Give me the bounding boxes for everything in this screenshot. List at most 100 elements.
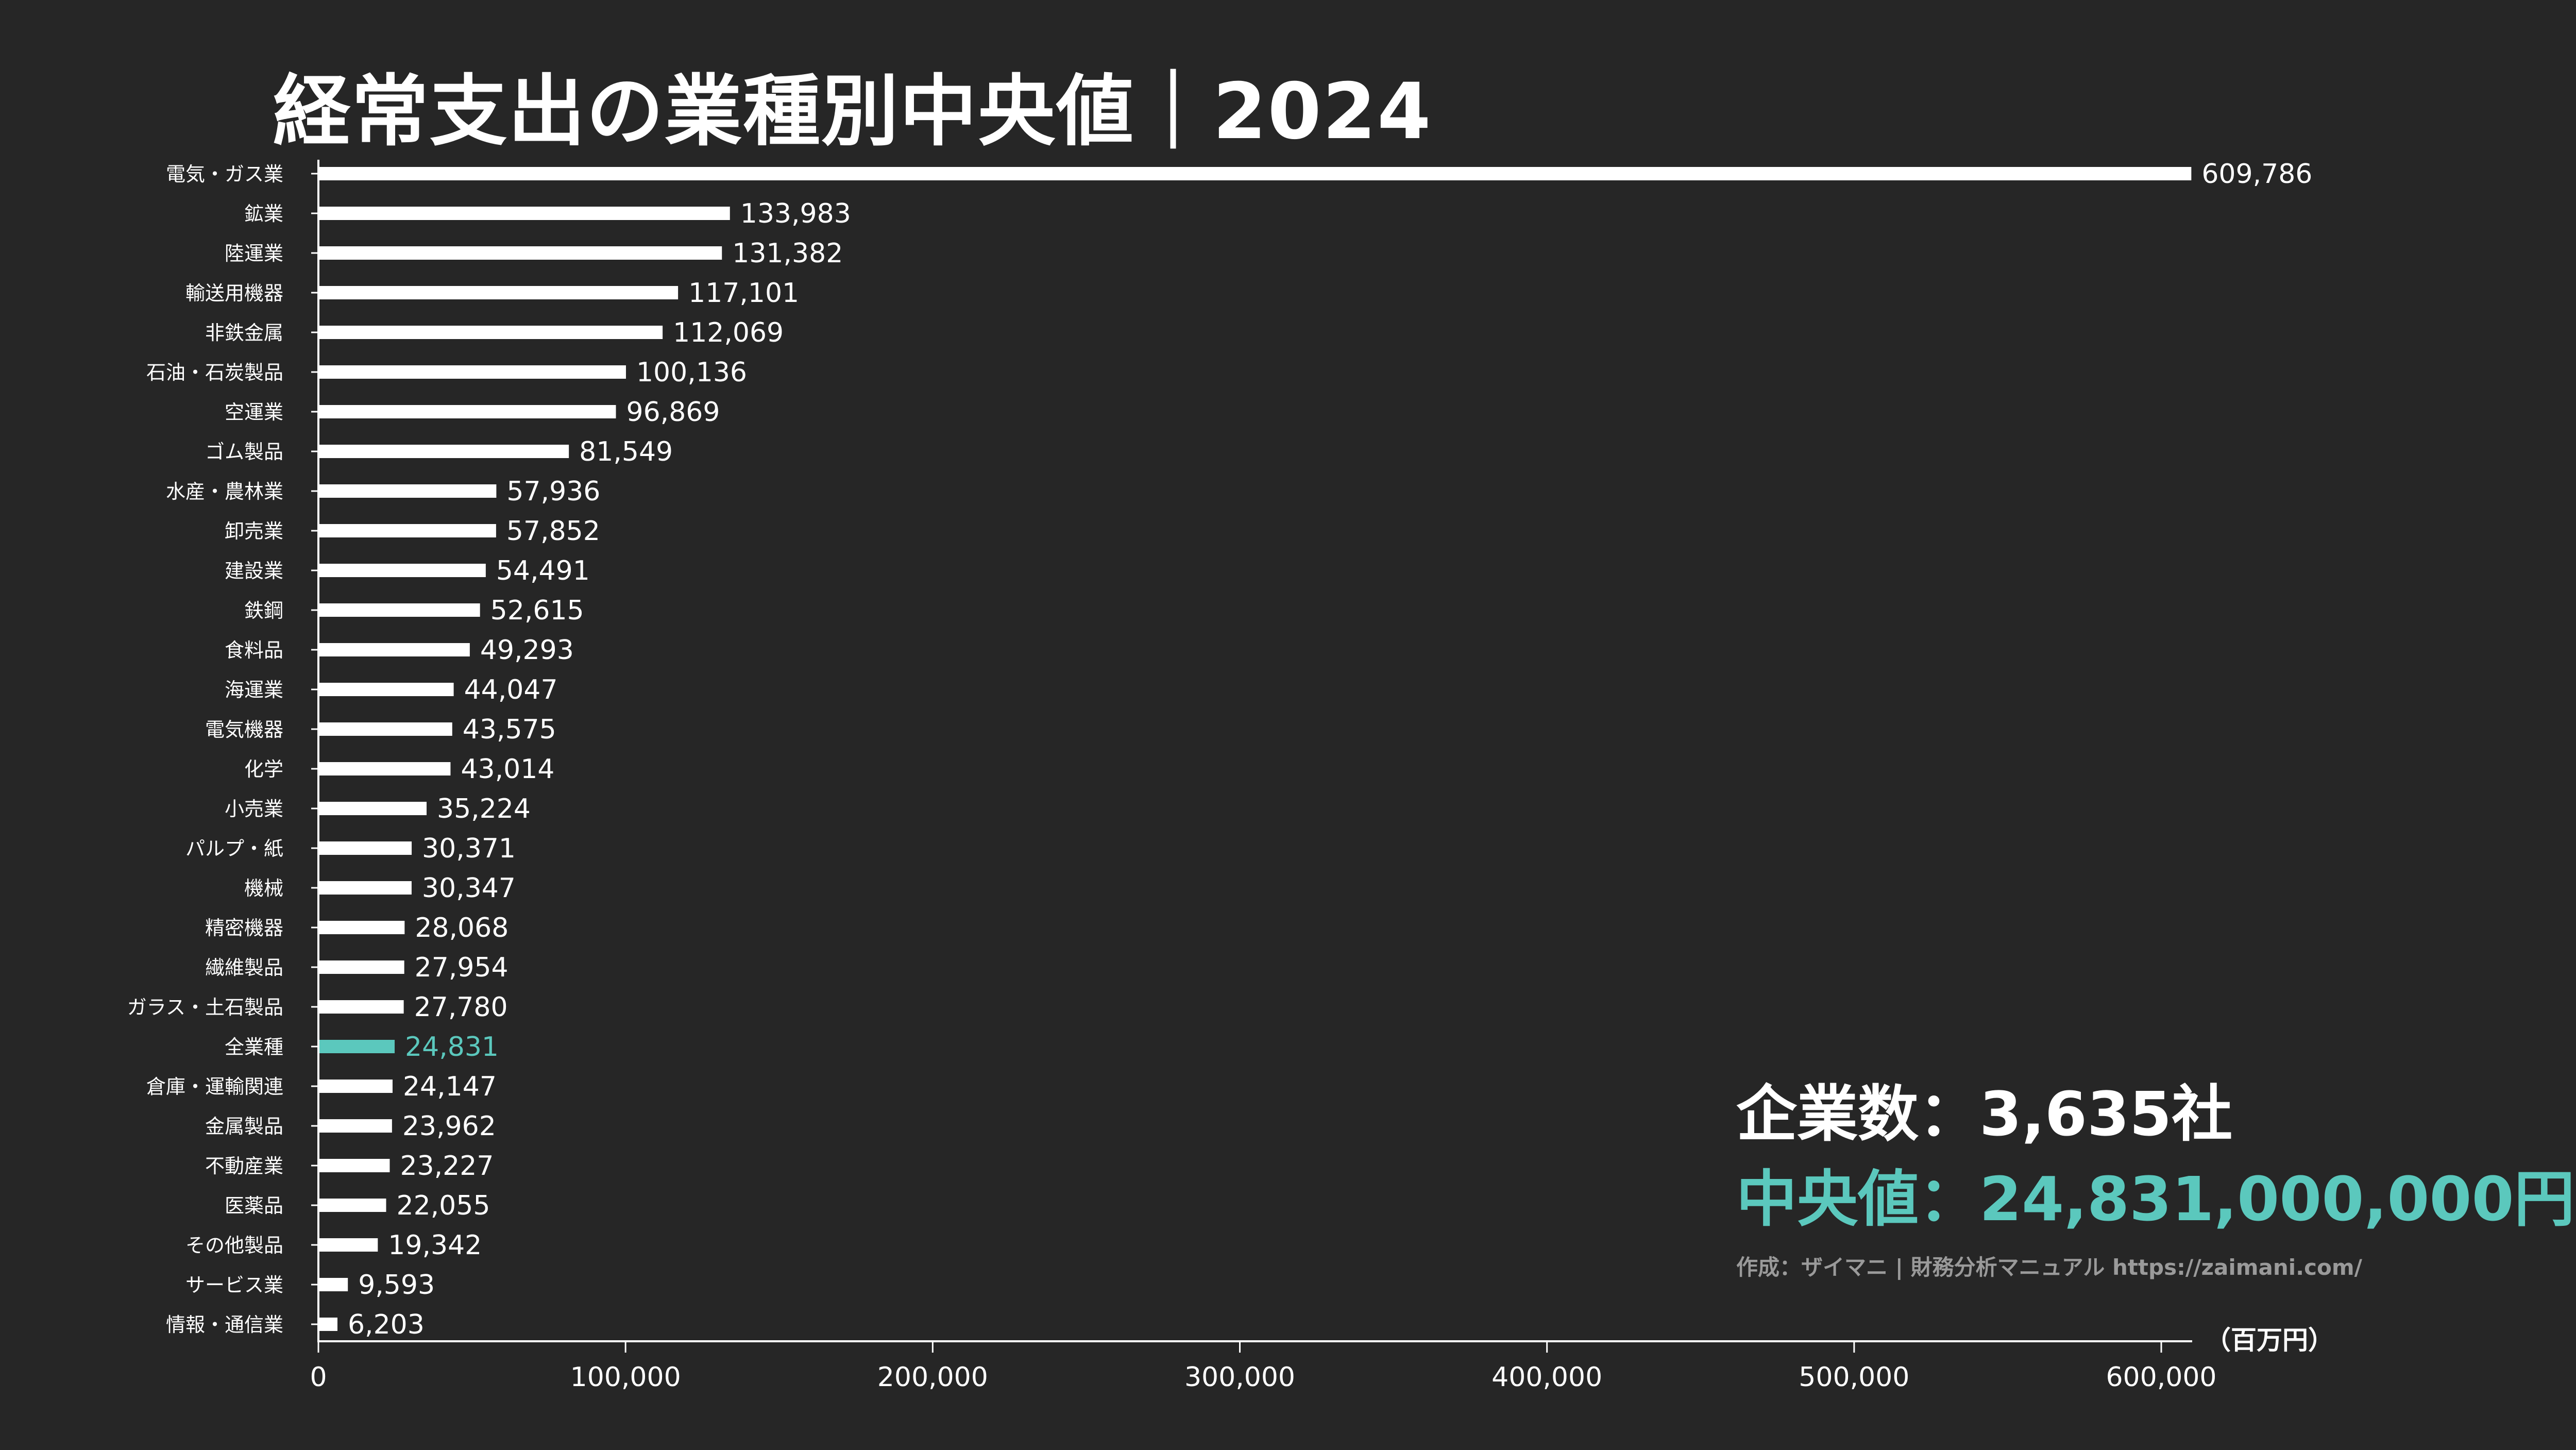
value-label: 57,852 xyxy=(506,516,600,547)
bar xyxy=(318,246,722,260)
value-label: 23,962 xyxy=(402,1111,496,1142)
bar xyxy=(318,564,486,577)
bar xyxy=(318,326,663,339)
value-label: 133,983 xyxy=(740,198,851,229)
bar xyxy=(318,484,497,498)
summary-panel: 企業数：3,635社 中央値：24,831,000,000円 作成：ザイマニ |… xyxy=(1736,1072,2575,1283)
category-label: 輸送用機器 xyxy=(185,282,283,305)
bar xyxy=(318,802,427,815)
x-tick-label: 600,000 xyxy=(2106,1362,2216,1393)
category-label: 金属製品 xyxy=(205,1115,283,1138)
bar xyxy=(318,921,405,934)
bar xyxy=(318,683,454,696)
bar xyxy=(318,405,616,418)
bar xyxy=(318,960,404,974)
value-label: 30,347 xyxy=(422,873,516,904)
median-value-text: 中央値：24,831,000,000円 xyxy=(1736,1164,2575,1235)
bars-group: 電気・ガス業 609,786 鉱業 133,983 陸運業 131,382 輸送用機器 117… xyxy=(127,159,2313,1340)
category-label: 鉄鋼 xyxy=(244,599,283,622)
bar xyxy=(318,1238,378,1252)
bar xyxy=(318,841,412,855)
unit-label: （百万円） xyxy=(2205,1325,2334,1355)
value-label: 117,101 xyxy=(688,278,799,309)
category-label: ガラス・土石製品 xyxy=(127,996,283,1019)
category-label: 非鉄金属 xyxy=(205,322,283,344)
bar xyxy=(318,1080,393,1093)
value-label: 27,954 xyxy=(415,952,509,983)
category-label: 電気機器 xyxy=(205,718,283,741)
value-label: 24,831 xyxy=(405,1032,499,1063)
bar xyxy=(318,167,2192,180)
value-label: 609,786 xyxy=(2201,159,2312,190)
category-label: 鉱業 xyxy=(244,203,283,225)
category-label: 医薬品 xyxy=(225,1194,283,1217)
category-label: 化学 xyxy=(244,758,283,781)
x-axis-group: 0 100,000 200,000 300,000 400,000 500,000 600,… xyxy=(310,160,2334,1393)
value-label: 19,342 xyxy=(388,1230,482,1261)
category-label: 海運業 xyxy=(225,679,283,701)
category-label: 食料品 xyxy=(225,639,283,662)
value-label: 24,147 xyxy=(403,1071,497,1102)
bar xyxy=(318,365,626,379)
value-label: 28,068 xyxy=(415,913,509,943)
category-label: 建設業 xyxy=(225,560,283,582)
bar xyxy=(318,1199,386,1212)
category-label: 全業種 xyxy=(225,1036,283,1058)
value-label: 27,780 xyxy=(414,992,508,1023)
category-label: 倉庫・運輸関連 xyxy=(146,1075,283,1098)
value-label: 35,224 xyxy=(437,794,531,824)
category-label: サービス業 xyxy=(185,1274,283,1296)
company-count-text: 企業数：3,635社 xyxy=(1736,1078,2233,1150)
bar xyxy=(318,643,470,656)
value-label: 81,549 xyxy=(579,436,673,467)
value-label: 54,491 xyxy=(496,555,590,586)
value-label: 100,136 xyxy=(636,357,747,388)
category-label: 機械 xyxy=(244,877,283,900)
category-label: 電気・ガス業 xyxy=(166,163,283,186)
chart-title: 経常支出の業種別中央値｜2024 xyxy=(273,67,1432,157)
bar xyxy=(318,1119,392,1133)
bar xyxy=(318,286,679,299)
x-tick-label: 300,000 xyxy=(1184,1362,1295,1393)
value-label: 112,069 xyxy=(673,317,784,348)
bar xyxy=(318,207,730,220)
value-label: 96,869 xyxy=(626,397,720,428)
category-label: 水産・農林業 xyxy=(166,480,283,503)
bar xyxy=(318,722,452,736)
x-tick-label: 100,000 xyxy=(570,1362,681,1393)
bar xyxy=(318,1278,348,1291)
value-label: 9,593 xyxy=(358,1270,435,1301)
bar xyxy=(318,445,569,458)
x-tick-label: 400,000 xyxy=(1492,1362,1602,1393)
value-label: 52,615 xyxy=(490,595,584,626)
category-label: その他製品 xyxy=(185,1234,283,1257)
category-label: 卸売業 xyxy=(225,520,283,543)
bar xyxy=(318,1040,395,1053)
category-label: 精密機器 xyxy=(205,917,283,939)
bar xyxy=(318,881,412,895)
category-label: 石油・石炭製品 xyxy=(146,361,283,384)
category-label: 陸運業 xyxy=(225,242,283,265)
bar xyxy=(318,524,496,537)
value-label: 22,055 xyxy=(396,1190,490,1221)
value-label: 131,382 xyxy=(732,238,843,269)
bar xyxy=(318,603,480,617)
category-label: 不動産業 xyxy=(205,1155,283,1177)
value-label: 23,227 xyxy=(400,1151,494,1182)
x-tick-label: 500,000 xyxy=(1799,1362,1909,1393)
x-tick-label: 0 xyxy=(310,1362,327,1393)
value-label: 30,371 xyxy=(422,833,516,864)
x-tick-label: 200,000 xyxy=(877,1362,988,1393)
value-label: 49,293 xyxy=(480,635,574,666)
value-label: 57,936 xyxy=(506,476,600,507)
category-label: 情報・通信業 xyxy=(166,1313,283,1336)
bar xyxy=(318,762,451,775)
category-label: ゴム製品 xyxy=(205,441,283,463)
value-label: 6,203 xyxy=(348,1309,425,1340)
category-label: 小売業 xyxy=(225,798,283,820)
category-label: パルプ・紙 xyxy=(185,837,283,860)
category-label: 空運業 xyxy=(225,401,283,424)
category-label: 繊維製品 xyxy=(205,956,283,979)
value-label: 44,047 xyxy=(464,675,558,705)
